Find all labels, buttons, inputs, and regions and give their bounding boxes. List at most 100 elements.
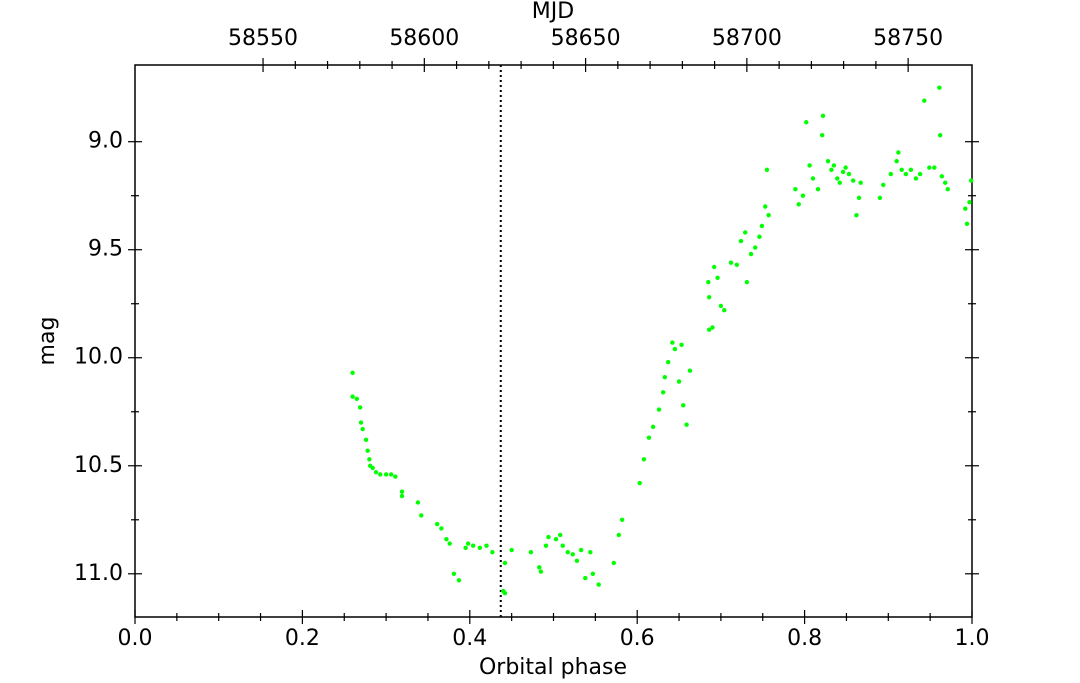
data-point: [744, 279, 750, 285]
data-point: [943, 180, 948, 185]
data-point: [888, 171, 894, 177]
data-point: [383, 472, 389, 477]
data-point: [546, 534, 551, 540]
data-point: [843, 165, 848, 170]
data-point: [439, 526, 444, 531]
data-point: [763, 204, 768, 209]
data-point: [565, 549, 570, 555]
data-point: [903, 171, 909, 177]
data-point: [354, 396, 360, 401]
data-point: [490, 549, 495, 555]
data-point: [465, 541, 471, 546]
data-point: [477, 545, 483, 551]
data-point: [939, 174, 945, 179]
data-point: [917, 171, 923, 177]
data-point: [463, 545, 468, 551]
x2-axis-label: MJD: [532, 0, 574, 24]
data-point: [706, 295, 712, 300]
data-point: [670, 340, 675, 345]
data-point: [945, 187, 950, 192]
x2-tick-label: 58750: [873, 26, 943, 51]
data-point: [829, 167, 834, 172]
data-point: [968, 178, 974, 183]
data-point: [840, 169, 846, 175]
data-point: [650, 424, 656, 430]
data-point: [896, 150, 901, 155]
data-point: [509, 547, 514, 553]
x-tick-label: 0.6: [620, 626, 655, 651]
data-point: [932, 165, 937, 170]
data-point: [766, 212, 771, 218]
data-point: [570, 552, 575, 557]
data-point: [484, 543, 489, 548]
data-point: [641, 457, 647, 462]
data-point: [662, 374, 668, 380]
data-point: [656, 407, 662, 412]
data-point: [360, 426, 365, 432]
data-point: [894, 158, 899, 164]
y-tick-label: 9.0: [88, 129, 123, 154]
y-tick-label: 10.0: [74, 345, 123, 370]
data-point: [899, 167, 904, 172]
data-point: [825, 158, 831, 164]
x2-tick-label: 58550: [228, 26, 298, 51]
data-point: [537, 565, 542, 570]
data-point: [373, 470, 379, 475]
data-point: [393, 474, 398, 479]
data-point: [399, 489, 405, 494]
data-point: [757, 234, 762, 239]
data-point: [937, 133, 943, 138]
data-point: [913, 176, 919, 181]
data-point: [963, 206, 968, 211]
data-point: [434, 521, 440, 527]
data-point: [370, 465, 375, 471]
data-point: [676, 379, 682, 384]
x2-tick-label: 58600: [389, 26, 459, 51]
data-point: [710, 325, 715, 330]
y-tick-label: 9.5: [88, 237, 123, 262]
data-point: [964, 221, 970, 226]
data-point: [800, 193, 806, 198]
data-point: [538, 569, 544, 574]
data-point: [578, 547, 584, 553]
data-point: [856, 195, 862, 201]
data-point: [908, 167, 914, 172]
data-point: [748, 251, 754, 257]
data-point: [684, 422, 689, 427]
data-point: [937, 85, 942, 90]
data-point: [528, 549, 534, 555]
data-point: [796, 202, 801, 207]
data-point: [363, 437, 369, 443]
data-point: [819, 133, 825, 138]
data-point: [350, 394, 355, 399]
data-point: [470, 543, 476, 548]
data-point: [560, 543, 565, 548]
data-point: [793, 187, 798, 192]
data-point: [922, 98, 927, 103]
data-point: [660, 390, 666, 395]
data-point: [646, 435, 652, 440]
data-point: [357, 405, 363, 410]
data-point: [502, 591, 508, 596]
data-point: [753, 245, 758, 250]
data-point: [759, 223, 765, 229]
data-point: [502, 560, 508, 566]
data-point: [588, 549, 593, 555]
data-point: [831, 163, 837, 168]
data-point: [858, 180, 863, 185]
y-axis-label: mag: [35, 317, 60, 366]
data-point: [388, 472, 394, 477]
data-point: [415, 500, 421, 505]
data-point: [807, 163, 812, 168]
data-point: [447, 541, 452, 546]
data-point: [365, 448, 370, 453]
data-point: [927, 165, 932, 170]
data-point: [712, 264, 717, 270]
data-point: [456, 578, 462, 583]
data-point: [665, 359, 671, 365]
data-point: [553, 537, 559, 542]
data-point: [619, 517, 625, 522]
data-point: [850, 178, 856, 183]
data-point: [596, 582, 601, 587]
